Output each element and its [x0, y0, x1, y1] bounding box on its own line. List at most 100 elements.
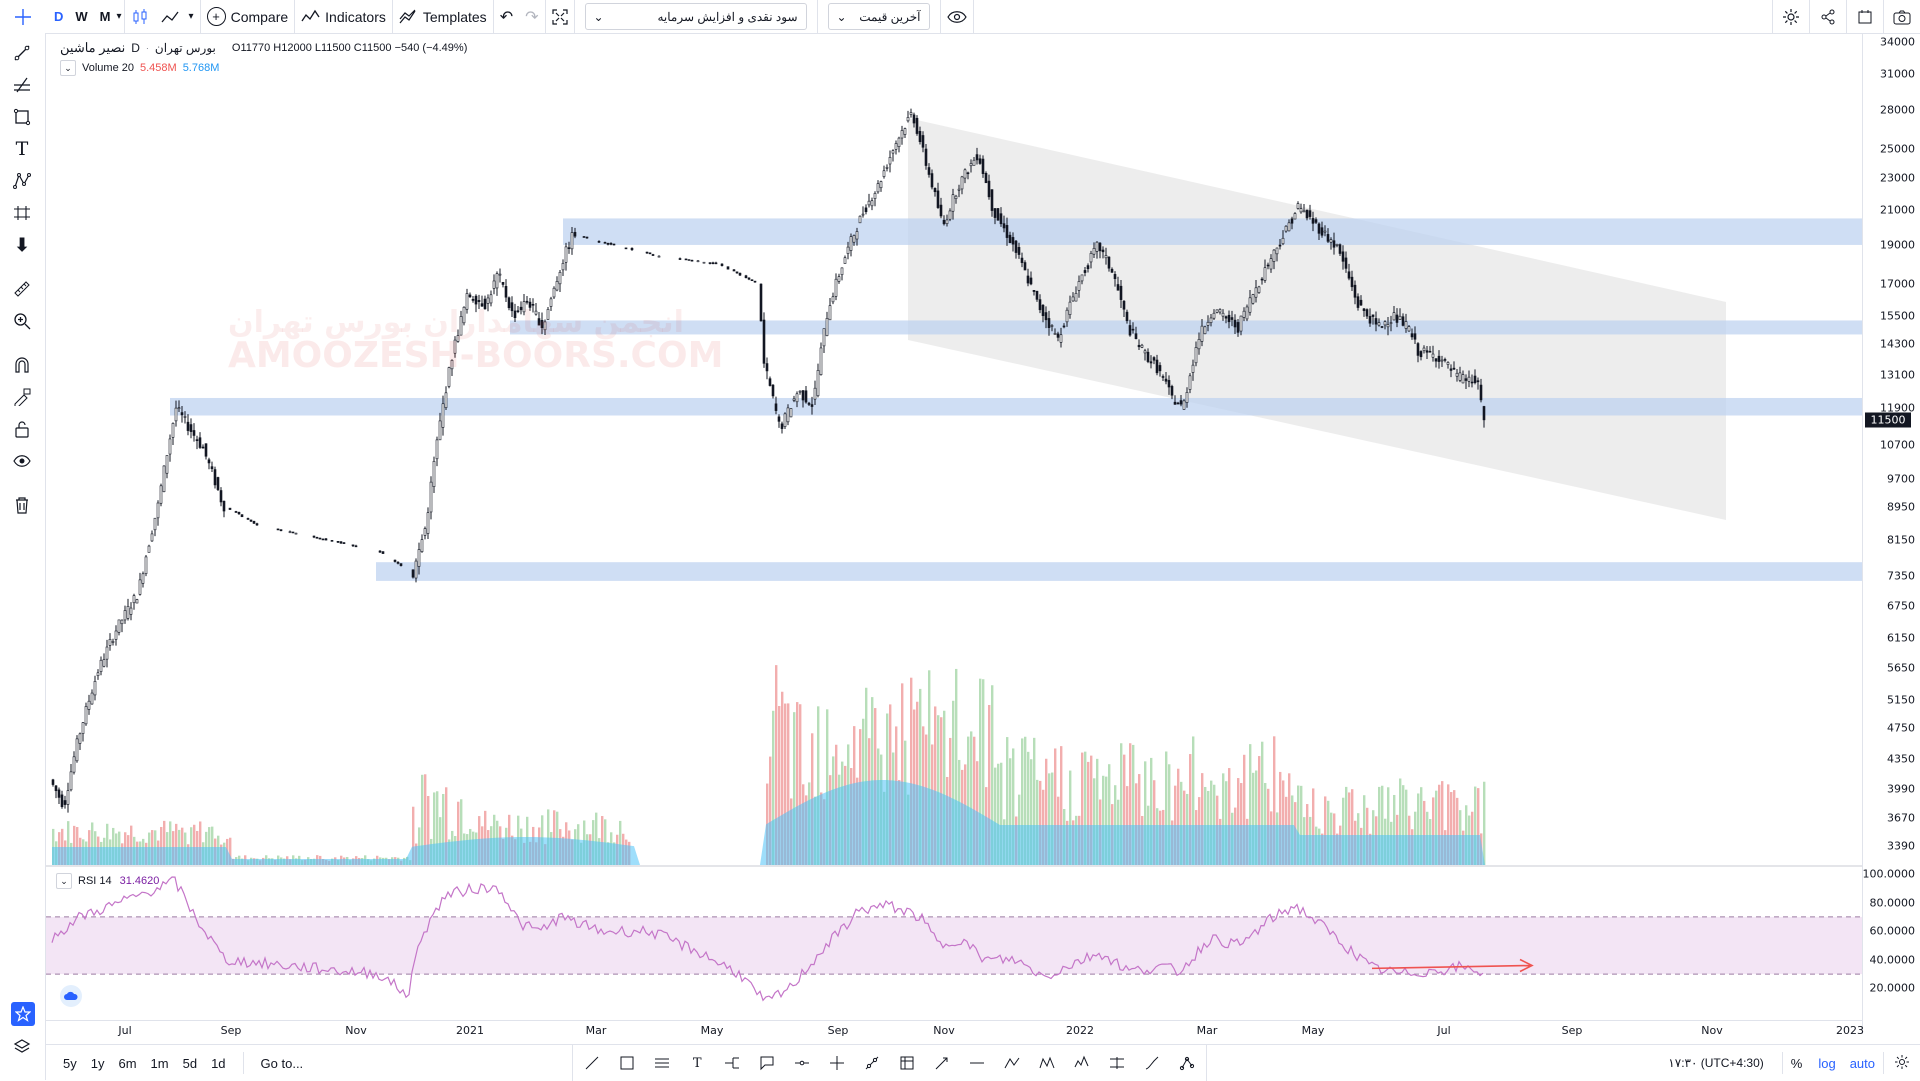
grid-tool-icon[interactable] [894, 1050, 920, 1076]
volume-bar [1423, 800, 1426, 865]
log-toggle[interactable]: log [1818, 1055, 1836, 1071]
candle-body [744, 275, 748, 279]
arrow-down-icon[interactable]: ⬇ [14, 234, 30, 255]
range-1y[interactable]: 1y [90, 1055, 105, 1071]
text-icon[interactable]: T [692, 1055, 702, 1071]
volume-bar [1345, 786, 1348, 865]
volume-bar [1258, 756, 1261, 865]
magnet-icon[interactable] [11, 354, 33, 376]
percent-toggle[interactable]: % [1790, 1055, 1803, 1071]
volume-bar [52, 828, 55, 865]
candle-body [1203, 326, 1207, 335]
horizontal-ray-icon[interactable] [789, 1050, 815, 1076]
candle-body [837, 276, 841, 282]
rect-tool-icon[interactable] [614, 1050, 640, 1076]
volume-bar [1441, 781, 1444, 865]
collapse-legend-icon[interactable]: ⌄ [60, 60, 76, 76]
unlock-icon[interactable] [11, 418, 33, 440]
price-tick: 5150 [1887, 693, 1915, 707]
price-axis[interactable]: 34000 31000 28000 25000 23000 21000 19000 17000… [1862, 34, 1920, 1034]
text-tool-icon[interactable]: T [15, 138, 29, 160]
trash-icon[interactable] [11, 494, 33, 516]
callout-icon[interactable] [754, 1050, 780, 1076]
camera-icon[interactable] [1884, 0, 1920, 33]
redo-icon[interactable]: ↷ [525, 8, 539, 26]
candle-body [165, 455, 169, 474]
cloud-icon[interactable] [60, 985, 82, 1007]
range-1d[interactable]: 1d [211, 1055, 226, 1071]
indicators-button[interactable]: Indicators [295, 0, 392, 33]
abcd-pattern-icon[interactable] [999, 1050, 1025, 1076]
range-5d[interactable]: 5d [182, 1055, 198, 1071]
favorites-star-icon[interactable] [11, 1002, 35, 1026]
fib-tool-icon[interactable] [11, 74, 33, 96]
zoom-in-icon[interactable] [11, 310, 33, 332]
candle-body [1083, 270, 1087, 273]
path-icon[interactable] [1174, 1050, 1200, 1076]
candle-body [966, 172, 970, 175]
candle-body [1077, 281, 1081, 291]
candle-body [1428, 350, 1432, 353]
volume-bar [547, 809, 550, 865]
layers-icon[interactable] [11, 1036, 33, 1058]
arrow-line-icon[interactable] [929, 1050, 955, 1076]
range-1m[interactable]: 1m [150, 1055, 169, 1071]
goto-button[interactable]: Go to... [260, 1055, 304, 1071]
eye-icon[interactable] [941, 0, 973, 33]
ruler-icon[interactable] [11, 278, 33, 300]
fullscreen-icon[interactable] [546, 0, 574, 33]
divider [242, 1052, 244, 1074]
pattern-tool-icon[interactable] [11, 170, 33, 192]
crosshair-icon[interactable] [0, 0, 46, 33]
elliott-wave-icon[interactable] [1069, 1050, 1095, 1076]
rectangle-tool-icon[interactable] [11, 106, 33, 128]
candle-body [222, 500, 226, 512]
line-tool-icon[interactable] [579, 1050, 605, 1076]
parallel-lines-icon[interactable] [649, 1050, 675, 1076]
measure-icon[interactable] [1104, 1050, 1130, 1076]
candle-body [549, 298, 553, 307]
fundamental-dropdown[interactable]: ⌄ سود نقدی و افزایش سرمایه [584, 3, 807, 30]
lock-drawing-icon[interactable] [11, 386, 33, 408]
layout-icon[interactable] [1847, 0, 1883, 33]
visibility-icon[interactable] [11, 450, 33, 472]
settings-icon[interactable] [1773, 0, 1809, 33]
chart-type-icon[interactable]: ▾ [155, 0, 200, 33]
auto-toggle[interactable]: auto [1849, 1055, 1875, 1071]
candle-body [900, 130, 904, 139]
extended-line-icon[interactable] [859, 1050, 885, 1076]
price-dropdown[interactable]: ⌄ آخرین قیمت [827, 3, 930, 30]
symbol-name[interactable]: نصیر ماشین [60, 40, 126, 55]
interval-m[interactable]: M [99, 9, 111, 24]
volume-bar [1432, 797, 1435, 865]
fundamental-dropdown-label: سود نقدی و افزایش سرمایه [657, 9, 798, 24]
pitchfork-icon[interactable] [719, 1050, 745, 1076]
collapse-rsi-icon[interactable]: ⌄ [56, 873, 72, 889]
candles-style-icon[interactable] [125, 0, 155, 33]
time-axis[interactable]: Jul Sep Nov 2021 Mar May Sep Nov 2022 Mar May Jul Se… [46, 1020, 1864, 1041]
interval-w[interactable]: W [75, 9, 88, 24]
trend-line-icon[interactable] [11, 42, 33, 64]
candle-body [1464, 378, 1468, 381]
hline-icon[interactable] [964, 1050, 990, 1076]
templates-button[interactable]: Templates [393, 0, 493, 33]
candle-body [474, 295, 478, 305]
settings-small-icon[interactable] [1894, 1054, 1910, 1073]
cross-line-icon[interactable] [824, 1050, 850, 1076]
candle-body [321, 538, 325, 541]
xabcd-pattern-icon[interactable] [1034, 1050, 1060, 1076]
volume-bar [796, 702, 799, 865]
interval-d[interactable]: D [54, 9, 64, 24]
range-6m[interactable]: 6m [118, 1055, 137, 1071]
compare-button[interactable]: + Compare [201, 0, 295, 33]
prediction-tool-icon[interactable] [11, 202, 33, 224]
brush-icon[interactable] [1139, 1050, 1165, 1076]
candle-body [954, 195, 958, 199]
interval-dropdown-icon[interactable]: ▾ [116, 11, 122, 22]
range-5y[interactable]: 5y [63, 1055, 77, 1071]
share-icon[interactable] [1810, 0, 1846, 33]
undo-icon[interactable]: ↶ [499, 8, 514, 26]
candle-body [1419, 351, 1423, 358]
volume-bar [775, 665, 778, 865]
